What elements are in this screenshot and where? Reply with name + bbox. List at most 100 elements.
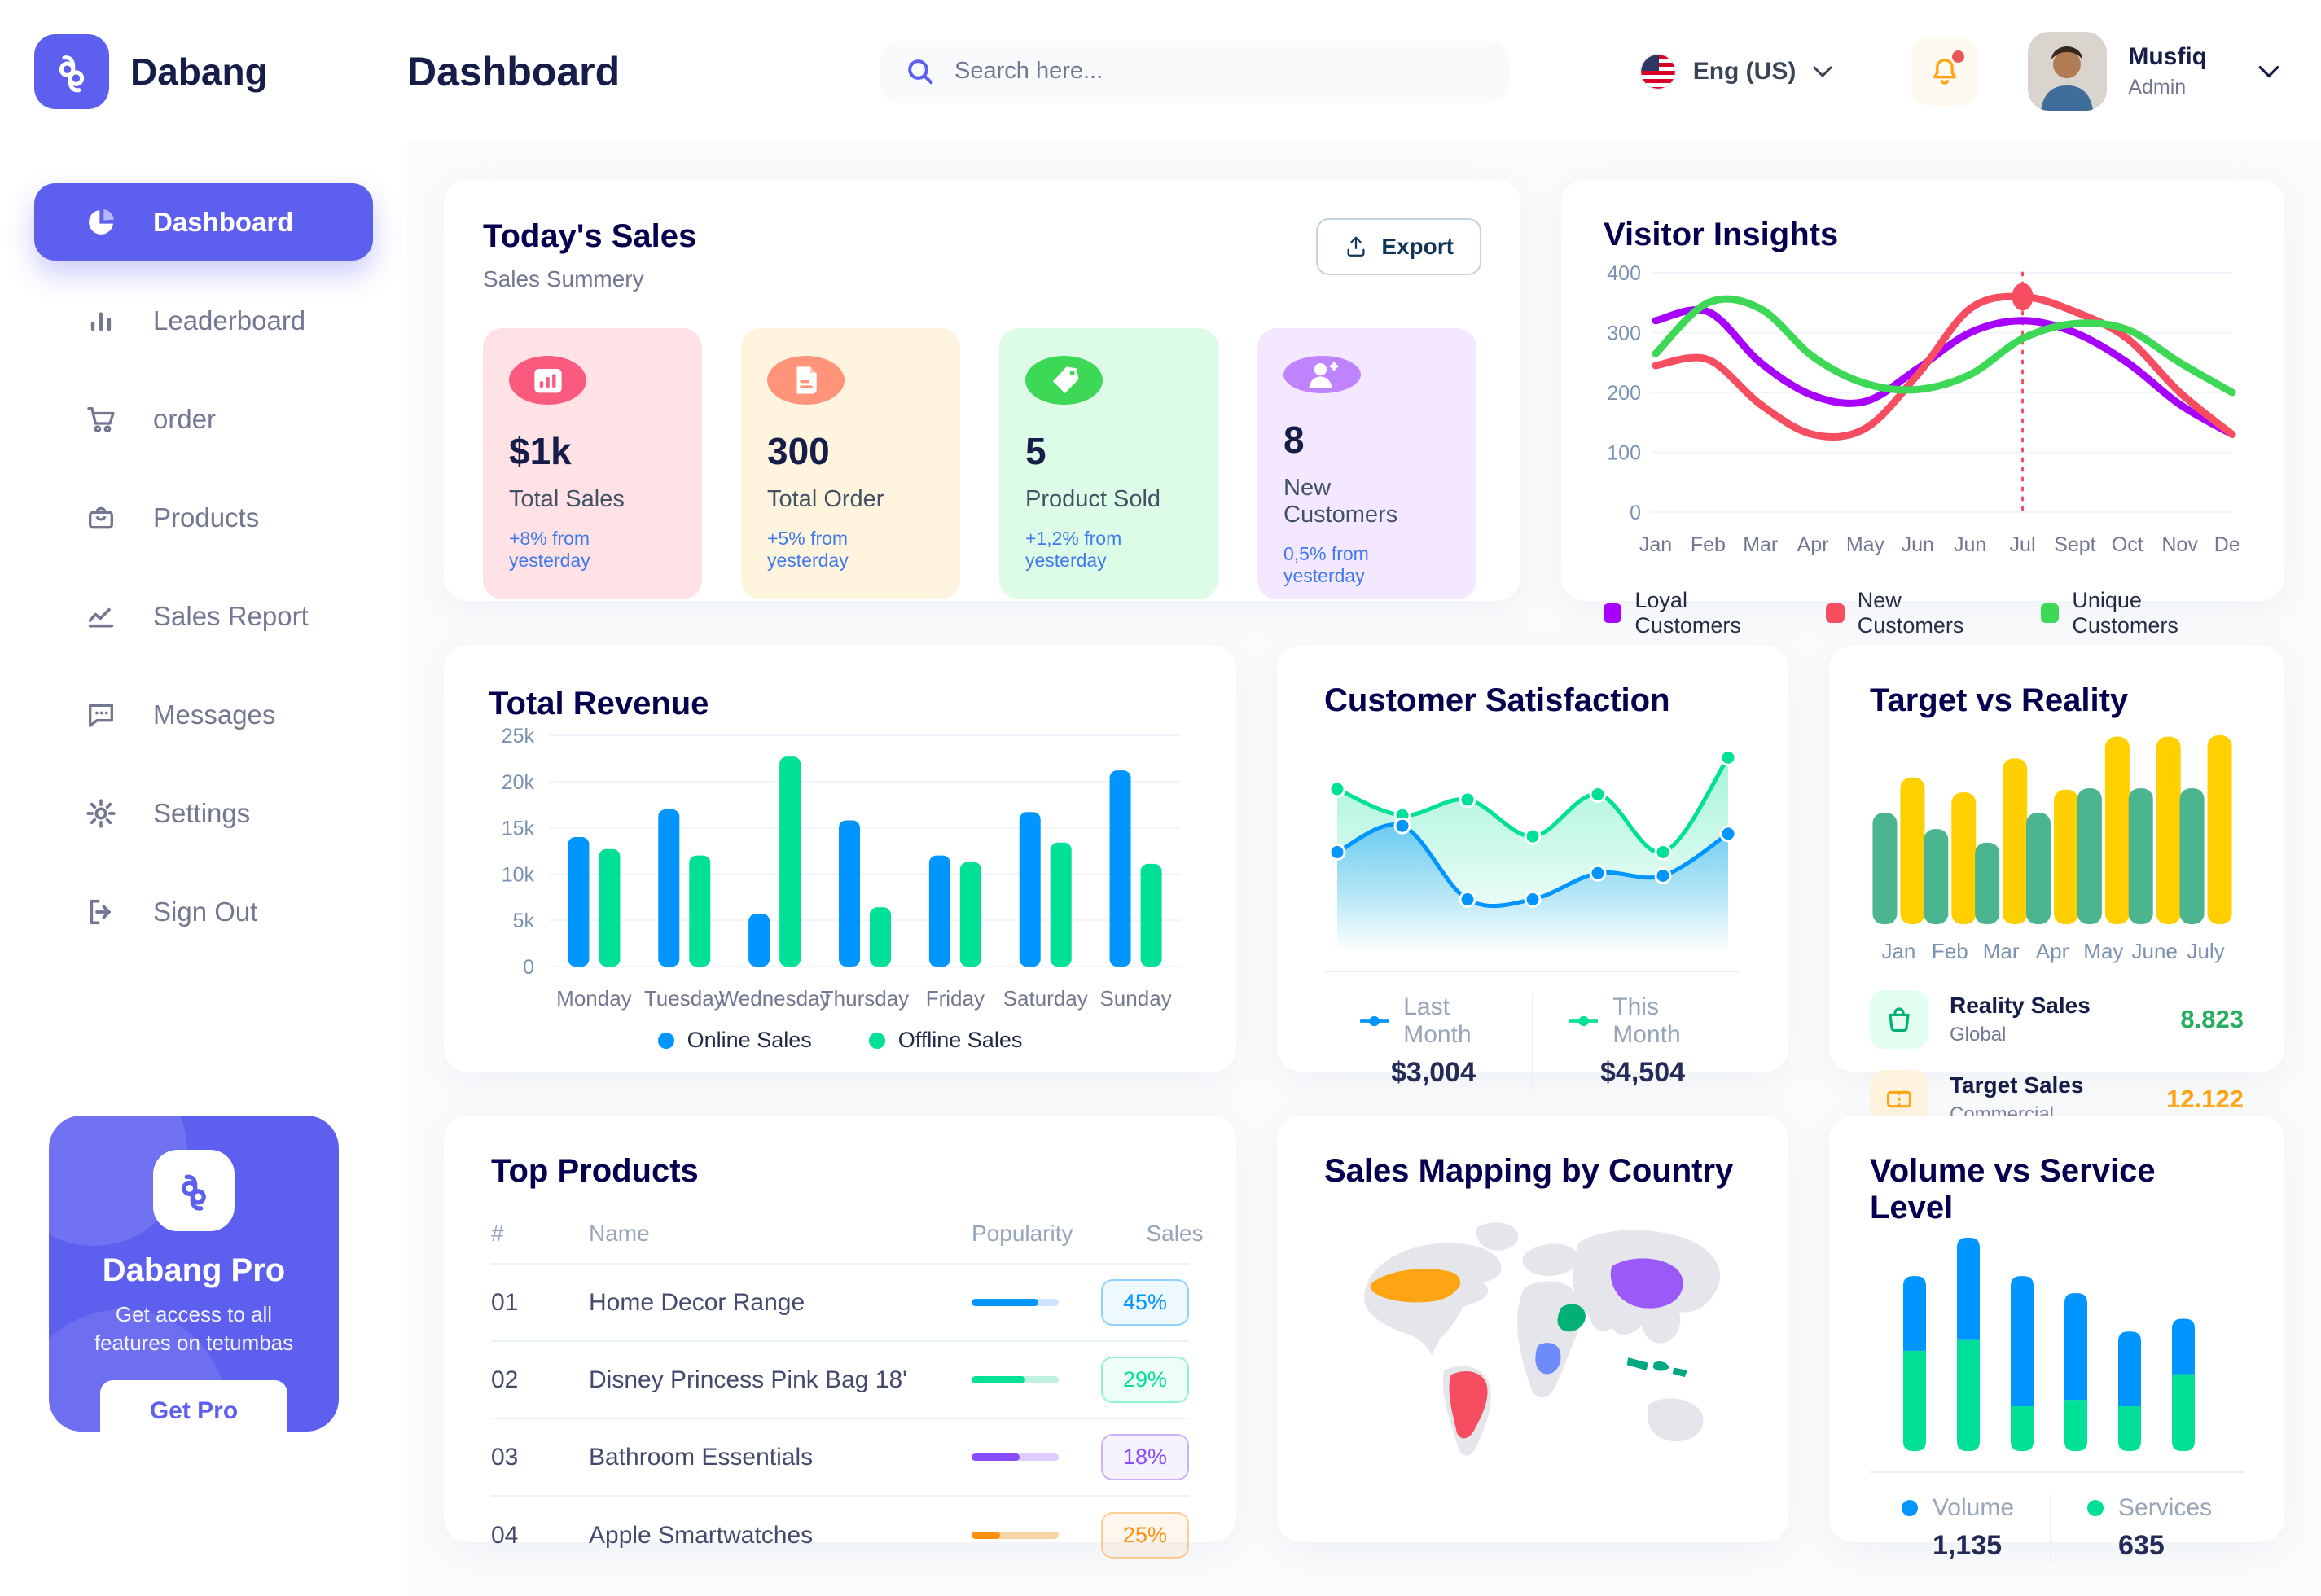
sidebar-item-label: Messages [153,699,276,730]
legend-volume: Volume 1,135 [1866,1494,2050,1562]
sidebar-item-dashboard[interactable]: Dashboard [34,183,373,261]
brand-name: Dabang [130,50,268,93]
today-sales-card: Today's Sales Sales Summery Export [444,179,1520,601]
total-revenue-chart: 0 5k 10k 15k 20k 25k Monday TuesdayWednesdayThu… [502,725,1181,1011]
bar-chart-icon [85,305,117,337]
svg-text:20k: 20k [502,771,535,794]
sales-badge: 25% [1101,1512,1189,1559]
notifications-button[interactable] [1911,37,1980,106]
brand-logo-icon [34,33,109,109]
us-flag-icon [1639,53,1677,90]
svg-text:July: July [2187,939,2224,963]
brand[interactable]: Dabang [0,33,407,109]
volume-legend: Volume 1,135 Services 635 [1870,1494,2244,1562]
stat-label: Total Sales [509,486,625,512]
stat-label: Total Order [767,486,884,512]
svg-text:15k: 15k [502,818,535,840]
sidebar-item-order[interactable]: order [34,380,373,458]
svg-text:300: 300 [1607,322,1641,345]
profile-menu[interactable]: Musfiq Admin [2028,32,2280,111]
sign-out-icon [85,896,117,928]
svg-text:Jun: Jun [1902,533,1934,556]
language-selector[interactable]: Eng (US) [1639,53,1834,90]
customer-satisfaction-title: Customer Satisfaction [1324,682,1670,718]
stat-label: Product Sold [1025,486,1161,512]
stats-row: $1k Total Sales +8% from yesterday 300 T… [483,328,1481,599]
table-row: 04 Apple Smartwatches 25% [491,1497,1189,1574]
search-input[interactable] [954,58,1485,85]
svg-text:25k: 25k [502,725,535,748]
volume-service-card: Volume vs Service Level Volume 1,135 Ser… [1829,1116,2284,1562]
target-vs-reality-title: Target vs Reality [1870,682,2129,718]
svg-text:Sunday: Sunday [1099,986,1171,1011]
sales-map-title: Sales Mapping by Country [1324,1153,1734,1189]
legend-services: Services 635 [2050,1494,2248,1562]
main-content: Today's Sales Sales Summery Export [407,142,2321,1596]
volume-value: 1,135 [1932,1530,2003,1561]
svg-text:10k: 10k [502,863,535,886]
svg-text:Feb: Feb [1691,533,1726,556]
chevron-down-icon [1812,65,1833,78]
sidebar-item-sign-out[interactable]: Sign Out [34,873,373,950]
get-pro-button[interactable]: Get Pro [100,1380,287,1432]
line-chart-icon [85,600,117,633]
search-bar[interactable] [880,40,1509,103]
row-2: Total Revenue 0 5k 10k 15k 20k 25k Monday Tuesd… [444,645,2284,1129]
stat-value: 5 [1025,430,1046,472]
header: Dabang Dashboard Eng (US) [0,0,2321,142]
svg-text:May: May [1846,533,1885,556]
pie-chart-icon [85,206,117,239]
svg-text:Friday: Friday [926,986,985,1011]
divider [1324,971,1741,972]
sidebar-item-products[interactable]: Products [34,479,373,556]
target-legend: Reality Sales Global 8.823 Target Sales … [1870,990,2244,1129]
legend-reality-sales: Reality Sales Global 8.823 [1870,990,2244,1049]
chevron-down-icon [2257,64,2280,79]
legend-this-month: This Month $4,504 [1532,993,1741,1089]
gear-icon [85,797,117,830]
line-marker-icon [1569,1015,1599,1027]
stat-label: New Customers [1283,475,1398,528]
sidebar-item-settings[interactable]: Settings [34,774,373,852]
top-products-card: Top Products # Name Popularity Sales 01 … [444,1116,1236,1559]
today-sales-title: Today's Sales [483,218,697,254]
svg-text:0: 0 [1630,502,1641,524]
sales-badge: 18% [1101,1434,1189,1480]
svg-text:Jan: Jan [1881,939,1915,963]
svg-text:100: 100 [1607,442,1641,465]
user-role: Admin [2128,76,2187,99]
stat-value: $1k [509,430,572,472]
table-row: 02 Disney Princess Pink Bag 18' 29% [491,1342,1189,1419]
svg-text:June: June [2132,939,2178,963]
sidebar-item-label: order [153,403,217,434]
svg-text:Des: Des [2214,533,2239,556]
line-marker-icon [1360,1015,1389,1027]
svg-text:Thursday: Thursday [821,986,909,1011]
row-1: Today's Sales Sales Summery Export [444,179,2284,638]
sidebar-item-leaderboard[interactable]: Leaderboard [34,282,373,359]
svg-text:Feb: Feb [1932,939,1968,963]
svg-text:5k: 5k [513,910,535,932]
pro-subtitle: Get access to all features on tetumbas [94,1302,294,1356]
legend-loyal-customers: Loyal Customers [1604,588,1788,638]
stat-value: 300 [767,430,830,472]
svg-text:Tuesday: Tuesday [644,986,725,1011]
svg-text:Apr: Apr [1797,533,1829,556]
bag-icon [1870,990,1928,1049]
stat-change: 0,5% from yesterday [1283,543,1369,586]
page-title: Dashboard [407,48,621,94]
sidebar-item-messages[interactable]: Messages [34,676,373,753]
target-vs-reality-chart: Jan Feb Mar Apr May June July [1872,735,2232,963]
volume-service-title: Volume vs Service Level [1870,1153,2156,1226]
volume-service-chart [1903,1238,2195,1451]
svg-text:400: 400 [1607,262,1641,285]
popularity-bar [972,1299,1059,1306]
svg-text:May: May [2083,939,2123,963]
sidebar-item-sales-report[interactable]: Sales Report [34,577,373,655]
notification-dot [1952,50,1965,63]
export-button[interactable]: Export [1316,218,1481,275]
svg-text:Apr: Apr [2036,939,2069,963]
legend-last-month: Last Month $3,004 [1324,993,1532,1089]
this-month-value: $4,504 [1600,1057,1686,1088]
stat-total-order: 300 Total Order +5% from yesterday [741,328,960,599]
